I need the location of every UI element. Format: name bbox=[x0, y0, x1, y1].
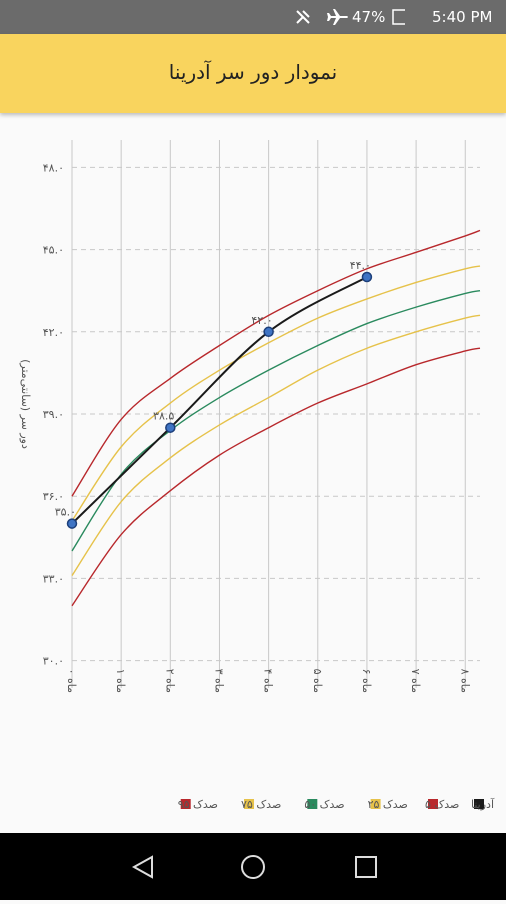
airplane-icon bbox=[327, 9, 348, 25]
series-line bbox=[71, 314, 481, 577]
screen-title: نمودار دور سر آدرینا bbox=[168, 60, 338, 84]
x-tick-label: ماه ۳ bbox=[212, 669, 225, 694]
y-tick-label: ۳۳.۰ bbox=[43, 572, 64, 585]
series-line bbox=[71, 290, 481, 552]
data-point bbox=[361, 271, 373, 283]
data-point bbox=[263, 326, 274, 338]
battery-icon bbox=[392, 9, 405, 25]
home-button[interactable] bbox=[241, 855, 265, 879]
legend-label: صدک ۲۵ bbox=[368, 798, 408, 811]
status-bar: 47% 5:40 PM bbox=[0, 0, 506, 34]
x-tick-label: ماه ۲ bbox=[163, 669, 176, 694]
x-tick-label: ماه ۴ bbox=[262, 669, 275, 694]
data-point bbox=[66, 518, 78, 529]
legend-label: صدک ۷۵ bbox=[241, 798, 281, 811]
legend-swatch bbox=[307, 799, 318, 809]
data-label: ۴۴.۰ bbox=[350, 259, 371, 272]
data-label: ۳۵.۰ bbox=[55, 506, 76, 519]
data-point bbox=[165, 422, 176, 433]
y-tick-label: ۴۲.۰ bbox=[43, 326, 64, 339]
x-tick-label: ماه ۷ bbox=[409, 669, 422, 694]
y-tick-label: ۳۶.۰ bbox=[43, 490, 64, 503]
data-label: ۳۸.۵ bbox=[153, 410, 174, 423]
x-tick-label: ماه ۵ bbox=[311, 669, 324, 694]
y-tick-label: ۳۰.۰ bbox=[43, 655, 64, 668]
series-line bbox=[71, 276, 368, 525]
y-tick-label: ۴۵.۰ bbox=[43, 244, 64, 257]
legend-label: صدک ۹۵ bbox=[178, 798, 218, 811]
y-tick-label: ۴۸.۰ bbox=[43, 161, 64, 174]
clock: 5:40 PM bbox=[432, 8, 493, 26]
chart: ماه ۰ ماه ۱ ماه ۲ ماه ۳ ماه ۴ ماه ۵ ماه ۶ ماه ۷… bbox=[19, 140, 495, 811]
data-label: ۴۲.۰ bbox=[251, 314, 272, 327]
app-bar: نمودار دور سر آدرینا bbox=[0, 34, 506, 113]
legend-label: صدک ۵۰ bbox=[304, 798, 344, 811]
legend-label: آدرینا bbox=[471, 797, 495, 811]
legend-swatch bbox=[428, 799, 438, 809]
legend-label: صدک ۵ bbox=[425, 798, 459, 811]
series-line bbox=[71, 347, 481, 607]
status-icons bbox=[296, 9, 405, 25]
navigation-bar bbox=[0, 833, 506, 900]
legend-swatch bbox=[244, 799, 255, 809]
back-button[interactable] bbox=[131, 855, 153, 879]
x-tick-label: ماه ۱ bbox=[114, 669, 127, 694]
y-axis-label: دور سر (سانتی‌متر) bbox=[19, 359, 32, 449]
y-tick-label: ۳۹.۰ bbox=[43, 408, 64, 421]
legend-swatch bbox=[370, 799, 381, 809]
recents-button[interactable] bbox=[355, 856, 377, 878]
series-line bbox=[71, 265, 481, 522]
x-tick-label: ماه ۸ bbox=[458, 669, 471, 694]
mute-icon bbox=[296, 10, 310, 24]
nav-buttons bbox=[131, 855, 377, 879]
x-tick-label: ماه ۰ bbox=[65, 669, 78, 694]
legend-swatch bbox=[474, 799, 484, 809]
series-line bbox=[71, 229, 481, 497]
battery-level: 47% bbox=[352, 8, 386, 26]
x-tick-label: ماه ۶ bbox=[360, 669, 373, 694]
legend-swatch bbox=[180, 799, 191, 809]
